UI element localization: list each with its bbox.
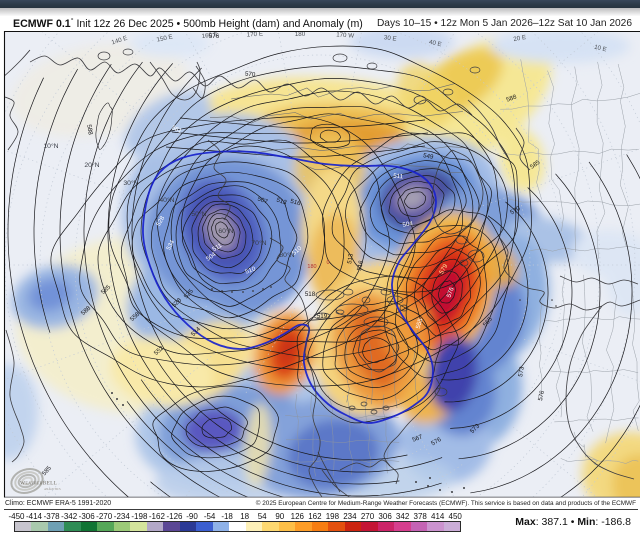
svg-text:585: 585 <box>529 159 542 171</box>
svg-text:50°N: 50°N <box>191 210 206 218</box>
svg-text:170 E: 170 E <box>247 31 264 39</box>
svg-text:516: 516 <box>289 198 301 208</box>
svg-text:588: 588 <box>505 93 518 103</box>
svg-text:511: 511 <box>211 242 224 253</box>
svg-text:516: 516 <box>356 259 365 271</box>
svg-text:510: 510 <box>244 265 257 275</box>
svg-text:170 W: 170 W <box>336 31 354 39</box>
svg-text:20 E: 20 E <box>513 34 527 43</box>
svg-text:40°N: 40°N <box>159 196 174 204</box>
svg-text:555: 555 <box>415 317 425 329</box>
svg-text:504: 504 <box>205 251 218 263</box>
svg-text:180: 180 <box>307 264 316 270</box>
svg-text:WEATHERBELL: WEATHERBELL <box>20 481 58 487</box>
svg-text:576: 576 <box>446 286 456 299</box>
svg-text:10°N: 10°N <box>43 142 58 150</box>
svg-text:60°N: 60°N <box>218 227 233 235</box>
svg-text:579: 579 <box>438 263 450 276</box>
svg-text:576: 576 <box>209 33 220 40</box>
svg-text:507: 507 <box>256 196 269 206</box>
svg-text:519: 519 <box>317 313 328 320</box>
svg-text:549: 549 <box>423 152 435 161</box>
svg-text:511: 511 <box>393 173 404 181</box>
svg-text:518: 518 <box>305 291 316 298</box>
svg-text:513: 513 <box>346 253 355 265</box>
svg-text:160 E: 160 E <box>201 31 218 40</box>
svg-text:180: 180 <box>295 31 306 38</box>
svg-text:573: 573 <box>517 366 526 378</box>
svg-text:0: 0 <box>326 260 329 266</box>
svg-text:140 E: 140 E <box>111 35 129 47</box>
svg-text:561: 561 <box>170 124 183 135</box>
svg-text:570: 570 <box>245 71 256 79</box>
svg-text:513: 513 <box>275 197 288 207</box>
svg-text:ANALYTICS: ANALYTICS <box>44 487 61 491</box>
svg-text:10 E: 10 E <box>593 44 607 54</box>
svg-text:40 E: 40 E <box>428 39 442 48</box>
svg-text:576: 576 <box>537 389 546 401</box>
svg-text:20°N: 20°N <box>84 161 99 169</box>
svg-text:588: 588 <box>85 124 94 136</box>
svg-text:30 E: 30 E <box>383 34 397 43</box>
svg-text:576: 576 <box>430 436 443 448</box>
svg-text:150 E: 150 E <box>156 33 173 43</box>
svg-text:504: 504 <box>402 220 414 229</box>
svg-text:70°N: 70°N <box>251 239 266 247</box>
svg-text:534: 534 <box>165 239 176 252</box>
svg-text:528: 528 <box>155 215 167 228</box>
svg-text:80°N: 80°N <box>279 251 294 259</box>
svg-text:570: 570 <box>509 205 522 217</box>
svg-text:30°N: 30°N <box>123 179 138 187</box>
svg-text:567: 567 <box>411 433 424 443</box>
